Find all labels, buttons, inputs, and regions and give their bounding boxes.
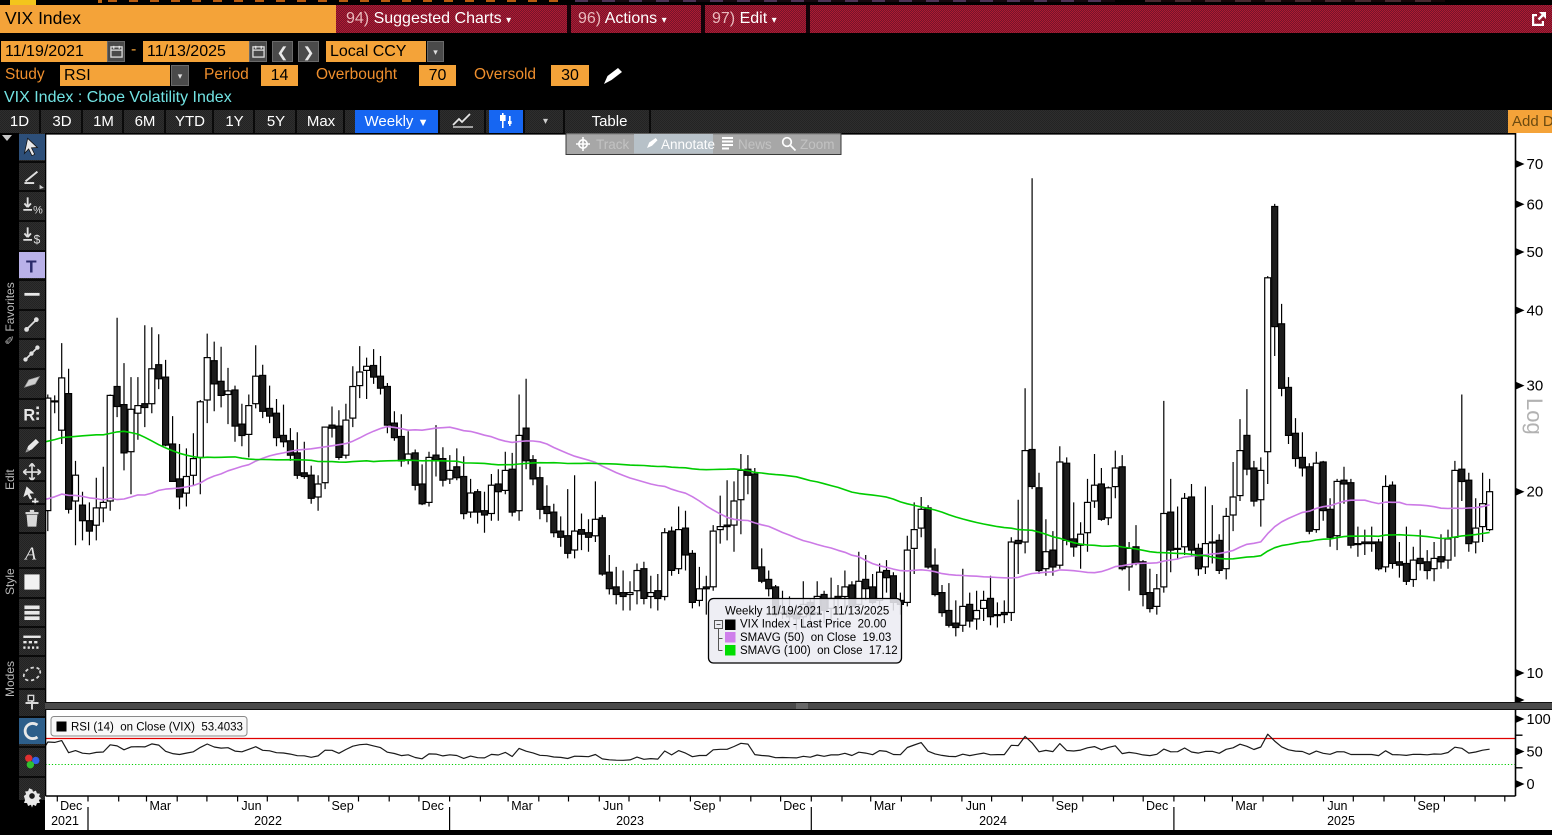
svg-text:News: News (738, 137, 772, 152)
svg-text:50: 50 (1527, 745, 1543, 761)
svg-text:60: 60 (1527, 196, 1544, 213)
svg-text:SMAVG (100) on Close 17.12: SMAVG (100) on Close 17.12 (740, 645, 898, 657)
svg-text:Zoom: Zoom (800, 137, 835, 152)
svg-text:Jun: Jun (966, 799, 986, 813)
svg-text:A: A (24, 544, 37, 564)
svg-text:R: R (23, 407, 35, 425)
svg-text:$: $ (34, 233, 41, 247)
svg-text:30: 30 (1527, 378, 1544, 395)
svg-text:2025: 2025 (1327, 814, 1355, 828)
svg-text:Mar: Mar (511, 799, 533, 813)
svg-text:Track: Track (596, 137, 629, 152)
svg-text:Jun: Jun (241, 799, 261, 813)
svg-text:Sep: Sep (1417, 799, 1439, 813)
svg-text:VIX Index - Last Price 20.00: VIX Index - Last Price 20.00 (740, 619, 886, 631)
svg-text:Log: Log (1522, 398, 1547, 435)
svg-text:Weekly 11/19/2021 - 11/13/2025: Weekly 11/19/2021 - 11/13/2025 (725, 606, 889, 618)
svg-text:RSI (14) on Close (VIX) 53.4: RSI (14) on Close (VIX) 53.4033 (71, 722, 243, 734)
svg-text:2021: 2021 (51, 814, 79, 828)
svg-text:Dec: Dec (783, 799, 805, 813)
svg-text:Mar: Mar (874, 799, 896, 813)
svg-text:2023: 2023 (616, 814, 644, 828)
svg-text:T: T (26, 257, 37, 277)
svg-text:2024: 2024 (979, 814, 1007, 828)
svg-text:SMAVG (50) on Close 19.03: SMAVG (50) on Close 19.03 (740, 632, 891, 644)
svg-text:Mar: Mar (150, 799, 172, 813)
svg-text:Sep: Sep (331, 799, 353, 813)
svg-text:Dec: Dec (422, 799, 444, 813)
svg-text:0: 0 (1527, 777, 1535, 793)
svg-text:Annotate: Annotate (661, 137, 715, 152)
svg-text:70: 70 (1527, 156, 1544, 173)
svg-text:50: 50 (1527, 244, 1544, 261)
svg-text:40: 40 (1527, 302, 1544, 319)
svg-text:2022: 2022 (254, 814, 282, 828)
svg-text:Jun: Jun (603, 799, 623, 813)
svg-text:Sep: Sep (693, 799, 715, 813)
svg-text:10: 10 (1527, 665, 1544, 682)
svg-text:Sep: Sep (1056, 799, 1078, 813)
svg-text:Dec: Dec (60, 799, 82, 813)
svg-text:Dec: Dec (1146, 799, 1168, 813)
svg-text:Jun: Jun (1327, 799, 1347, 813)
svg-text:%: % (33, 205, 43, 217)
svg-text:20: 20 (1527, 484, 1544, 501)
svg-text:Mar: Mar (1235, 799, 1257, 813)
svg-text:100: 100 (1527, 712, 1551, 728)
